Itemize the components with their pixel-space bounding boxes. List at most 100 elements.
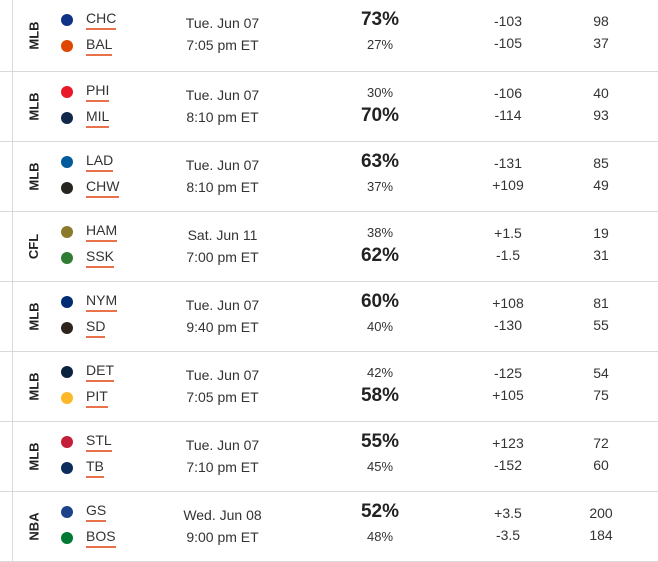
away-score: 54 <box>593 365 609 381</box>
game-datetime: Tue. Jun 07 7:05 pm ET <box>170 12 275 56</box>
game-date: Wed. Jun 08 <box>183 507 262 523</box>
away-team-link[interactable]: DET <box>86 362 114 382</box>
home-team-link[interactable]: SSK <box>86 248 115 268</box>
away-team[interactable]: LAD <box>60 150 170 174</box>
warriors-logo-icon <box>60 505 74 519</box>
win-probabilities: 60% 40% <box>345 290 415 338</box>
away-team[interactable]: DET <box>60 360 170 384</box>
teams: NYM SD <box>60 290 170 342</box>
away-team-link[interactable]: GS <box>86 502 107 522</box>
league-label: NBA <box>20 492 48 561</box>
home-team-link[interactable]: TB <box>86 458 104 478</box>
league-text: NBA <box>26 512 42 541</box>
home-score: 184 <box>589 527 613 543</box>
home-odds: -3.5 <box>495 527 521 543</box>
league-label: MLB <box>20 352 48 421</box>
game-row[interactable]: MLB LAD CHW Tue. Jun 07 8:10 pm ET 63% 37% -131… <box>0 142 658 212</box>
away-score: 85 <box>593 155 609 171</box>
dodgers-logo-icon <box>60 155 74 169</box>
home-team[interactable]: TB <box>60 456 170 480</box>
home-odds: +105 <box>492 387 524 403</box>
league-text: MLB <box>26 372 42 401</box>
home-odds: -130 <box>493 317 523 333</box>
scores: 98 37 <box>565 10 637 54</box>
game-row[interactable]: CFL HAM SSK Sat. Jun 11 7:00 pm ET 38% 62% +1.5… <box>0 212 658 282</box>
away-score: 81 <box>593 295 609 311</box>
away-team-link[interactable]: STL <box>86 432 112 452</box>
game-row[interactable]: MLB NYM SD Tue. Jun 07 9:40 pm ET 60% 40% +108-… <box>0 282 658 352</box>
away-team[interactable]: CHC <box>60 8 170 32</box>
game-row[interactable]: MLB PHI MIL Tue. Jun 07 8:10 pm ET 30% 70% -106… <box>0 72 658 142</box>
away-team-link[interactable]: PHI <box>86 82 110 102</box>
away-odds: -125 <box>493 365 523 381</box>
away-odds: +1.5 <box>494 225 522 241</box>
game-row[interactable]: MLB DET PIT Tue. Jun 07 7:05 pm ET 42% 58% -125… <box>0 352 658 422</box>
home-score: 55 <box>593 317 609 333</box>
tigers-logo-icon <box>60 365 74 379</box>
home-team[interactable]: CHW <box>60 176 170 200</box>
game-date: Tue. Jun 07 <box>185 15 260 31</box>
game-time: 9:40 pm ET <box>186 319 259 335</box>
home-team[interactable]: MIL <box>60 106 170 130</box>
home-team-link[interactable]: CHW <box>86 178 120 198</box>
away-team-link[interactable]: CHC <box>86 10 117 30</box>
home-win-pct: 40% <box>366 318 394 334</box>
home-team-link[interactable]: BAL <box>86 36 113 56</box>
away-team[interactable]: HAM <box>60 220 170 244</box>
home-team[interactable]: BOS <box>60 526 170 550</box>
phillies-logo-icon <box>60 85 74 99</box>
home-win-pct: 48% <box>366 528 394 544</box>
away-team-link[interactable]: LAD <box>86 152 114 172</box>
away-win-pct: 42% <box>366 364 394 380</box>
away-team-link[interactable]: NYM <box>86 292 118 312</box>
win-probabilities: 55% 45% <box>345 430 415 478</box>
away-team-link[interactable]: HAM <box>86 222 118 242</box>
scores: 81 55 <box>565 292 637 336</box>
game-date: Tue. Jun 07 <box>185 157 260 173</box>
away-team[interactable]: NYM <box>60 290 170 314</box>
odds: -125 +105 <box>470 362 546 406</box>
league-label: MLB <box>20 282 48 351</box>
win-probabilities: 73% 27% <box>345 8 415 56</box>
away-odds: +108 <box>492 295 524 311</box>
scores: 200 184 <box>565 502 637 546</box>
away-team[interactable]: PHI <box>60 80 170 104</box>
game-date: Tue. Jun 07 <box>185 87 260 103</box>
white-sox-logo-icon <box>60 181 74 195</box>
away-team[interactable]: GS <box>60 500 170 524</box>
home-team[interactable]: SSK <box>60 246 170 270</box>
home-team-link[interactable]: BOS <box>86 528 116 548</box>
away-win-pct: 63% <box>360 151 400 172</box>
away-odds: +123 <box>492 435 524 451</box>
home-score: 60 <box>593 457 609 473</box>
home-team-link[interactable]: PIT <box>86 388 108 408</box>
game-row[interactable]: NBA GS BOS Wed. Jun 08 9:00 pm ET 52% 48% +3.5-… <box>0 492 658 562</box>
home-win-pct: 70% <box>360 105 400 126</box>
win-probabilities: 63% 37% <box>345 150 415 198</box>
home-team[interactable]: SD <box>60 316 170 340</box>
scores: 85 49 <box>565 152 637 196</box>
win-probabilities: 52% 48% <box>345 500 415 548</box>
away-score: 40 <box>593 85 609 101</box>
home-team-link[interactable]: MIL <box>86 108 110 128</box>
teams: STL TB <box>60 430 170 482</box>
orioles-logo-icon <box>60 39 74 53</box>
game-datetime: Wed. Jun 08 9:00 pm ET <box>170 504 275 548</box>
home-score: 93 <box>593 107 609 123</box>
odds: -103 -105 <box>470 10 546 54</box>
home-odds: -152 <box>493 457 523 473</box>
home-team[interactable]: BAL <box>60 34 170 58</box>
league-text: MLB <box>26 442 42 471</box>
away-team[interactable]: STL <box>60 430 170 454</box>
home-team-link[interactable]: SD <box>86 318 106 338</box>
game-row[interactable]: MLB CHC BAL Tue. Jun 07 7:05 pm ET 73% 27% -103… <box>0 0 658 72</box>
scores: 72 60 <box>565 432 637 476</box>
odds: +108 -130 <box>470 292 546 336</box>
game-time: 7:05 pm ET <box>186 389 259 405</box>
game-row[interactable]: MLB STL TB Tue. Jun 07 7:10 pm ET 55% 45% +123-… <box>0 422 658 492</box>
home-team[interactable]: PIT <box>60 386 170 410</box>
win-probabilities: 38% 62% <box>345 220 415 268</box>
win-probabilities: 42% 58% <box>345 360 415 408</box>
teams: LAD CHW <box>60 150 170 202</box>
win-probabilities: 30% 70% <box>345 80 415 128</box>
